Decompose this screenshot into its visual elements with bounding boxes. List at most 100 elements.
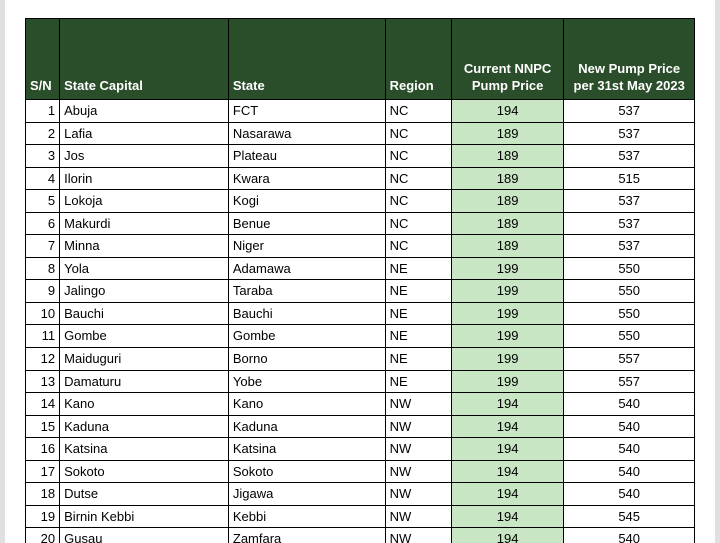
cell-new: 540 [564,393,695,416]
cell-new: 537 [564,145,695,168]
cell-current: 199 [451,325,564,348]
table-row: 10BauchiBauchiNE199550 [26,302,695,325]
cell-current: 199 [451,302,564,325]
cell-region: NE [385,370,451,393]
cell-capital: Damaturu [60,370,229,393]
table-row: 18DutseJigawaNW194540 [26,483,695,506]
cell-capital: Kano [60,393,229,416]
cell-current: 189 [451,212,564,235]
col-current: Current NNPC Pump Price [451,19,564,100]
cell-new: 537 [564,190,695,213]
cell-current: 199 [451,280,564,303]
cell-new: 550 [564,302,695,325]
table-container: S/N State Capital State Region Current N… [25,18,695,543]
cell-region: NC [385,212,451,235]
cell-capital: Makurdi [60,212,229,235]
cell-new: 540 [564,438,695,461]
col-region: Region [385,19,451,100]
cell-capital: Ilorin [60,167,229,190]
cell-state: Taraba [228,280,385,303]
cell-sn: 18 [26,483,60,506]
cell-current: 199 [451,348,564,371]
cell-region: NE [385,257,451,280]
cell-state: Adamawa [228,257,385,280]
cell-state: Plateau [228,145,385,168]
cell-new: 540 [564,415,695,438]
cell-current: 194 [451,505,564,528]
cell-capital: Yola [60,257,229,280]
table-row: 4IlorinKwaraNC189515 [26,167,695,190]
table-row: 12MaiduguriBornoNE199557 [26,348,695,371]
cell-current: 194 [451,528,564,543]
cell-current: 194 [451,460,564,483]
cell-capital: Jos [60,145,229,168]
cell-sn: 16 [26,438,60,461]
table-body: 1AbujaFCTNC1945372LafiaNasarawaNC1895373… [26,100,695,543]
cell-current: 194 [451,100,564,123]
cell-new: 545 [564,505,695,528]
cell-new: 540 [564,528,695,543]
cell-state: Katsina [228,438,385,461]
cell-new: 537 [564,100,695,123]
cell-sn: 3 [26,145,60,168]
cell-region: NC [385,145,451,168]
cell-sn: 4 [26,167,60,190]
cell-region: NC [385,122,451,145]
cell-capital: Katsina [60,438,229,461]
cell-region: NC [385,235,451,258]
cell-sn: 8 [26,257,60,280]
cell-region: NW [385,460,451,483]
table-row: 2LafiaNasarawaNC189537 [26,122,695,145]
cell-new: 515 [564,167,695,190]
page: S/N State Capital State Region Current N… [5,0,715,543]
cell-state: Niger [228,235,385,258]
cell-capital: Minna [60,235,229,258]
cell-state: FCT [228,100,385,123]
cell-state: Nasarawa [228,122,385,145]
table-row: 3JosPlateauNC189537 [26,145,695,168]
cell-sn: 17 [26,460,60,483]
cell-current: 194 [451,415,564,438]
table-row: 13DamaturuYobeNE199557 [26,370,695,393]
cell-state: Kano [228,393,385,416]
cell-new: 550 [564,280,695,303]
table-row: 5LokojaKogiNC189537 [26,190,695,213]
cell-region: NC [385,190,451,213]
cell-state: Yobe [228,370,385,393]
cell-current: 194 [451,438,564,461]
cell-region: NE [385,302,451,325]
cell-sn: 20 [26,528,60,543]
cell-capital: Birnin Kebbi [60,505,229,528]
col-capital: State Capital [60,19,229,100]
table-row: 16KatsinaKatsinaNW194540 [26,438,695,461]
cell-sn: 5 [26,190,60,213]
cell-sn: 13 [26,370,60,393]
cell-region: NW [385,505,451,528]
cell-capital: Gombe [60,325,229,348]
cell-state: Gombe [228,325,385,348]
table-row: 7MinnaNigerNC189537 [26,235,695,258]
cell-sn: 6 [26,212,60,235]
cell-capital: Kaduna [60,415,229,438]
cell-new: 537 [564,212,695,235]
col-new: New Pump Price per 31st May 2023 [564,19,695,100]
table-header: S/N State Capital State Region Current N… [26,19,695,100]
cell-sn: 2 [26,122,60,145]
cell-new: 540 [564,460,695,483]
table-row: 6MakurdiBenueNC189537 [26,212,695,235]
cell-sn: 1 [26,100,60,123]
cell-current: 189 [451,167,564,190]
cell-state: Kwara [228,167,385,190]
cell-region: NW [385,483,451,506]
col-sn: S/N [26,19,60,100]
table-row: 8YolaAdamawaNE199550 [26,257,695,280]
cell-sn: 12 [26,348,60,371]
cell-new: 550 [564,325,695,348]
cell-capital: Sokoto [60,460,229,483]
table-row: 15KadunaKadunaNW194540 [26,415,695,438]
cell-new: 550 [564,257,695,280]
cell-region: NC [385,100,451,123]
cell-sn: 11 [26,325,60,348]
col-state: State [228,19,385,100]
cell-region: NW [385,415,451,438]
